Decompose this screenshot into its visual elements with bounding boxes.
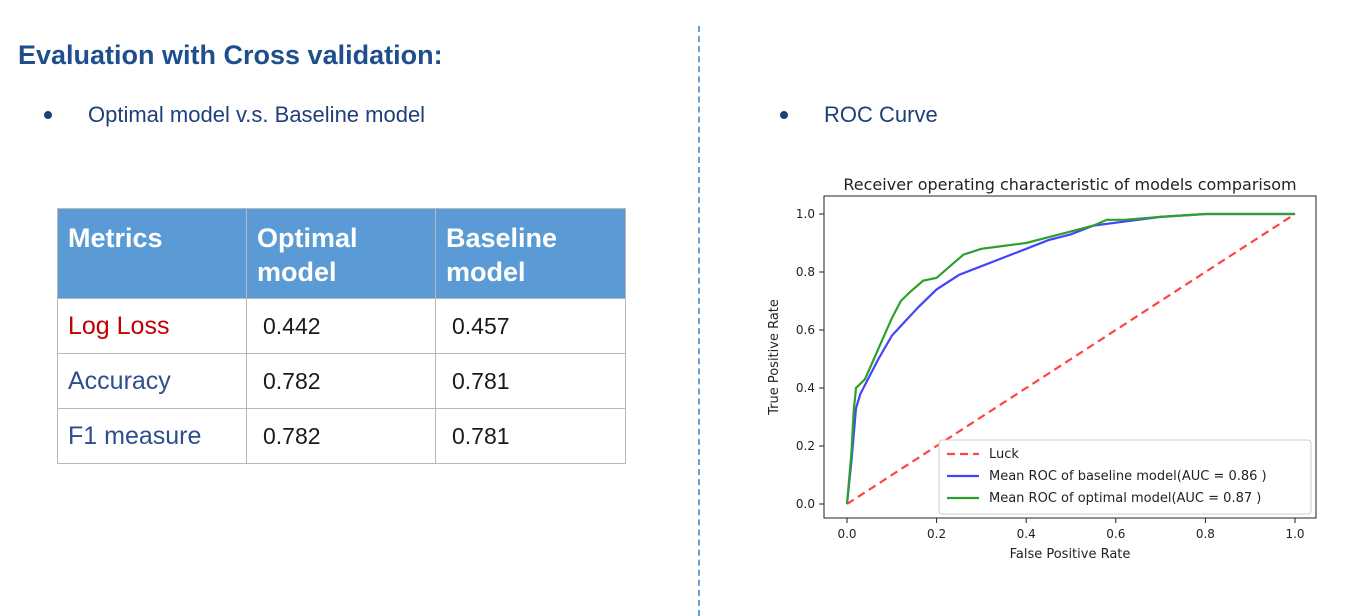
roc-chart: Receiver operating characteristic of mod… — [767, 175, 1317, 562]
section-divider — [698, 26, 700, 616]
x-tick-label: 0.8 — [1196, 527, 1215, 541]
optimal-value: 0.782 — [246, 408, 436, 464]
header-optimal-model: Optimal model — [246, 208, 436, 299]
legend-label-2: Mean ROC of optimal model(AUC = 0.87 ) — [989, 491, 1261, 506]
table-header-row: Metrics Optimal model Baseline model — [57, 208, 626, 299]
bullet-text: ROC Curve — [824, 102, 938, 127]
header-metrics: Metrics — [57, 208, 247, 299]
metric-name: F1 measure — [57, 408, 247, 464]
header-baseline-model: Baseline model — [435, 208, 626, 299]
table-row: Log Loss 0.442 0.457 — [57, 298, 626, 354]
table-row: Accuracy 0.782 0.781 — [57, 353, 626, 409]
metric-name: Accuracy — [57, 353, 247, 409]
chart-title: Receiver operating characteristic of mod… — [843, 175, 1296, 194]
x-tick-label: 0.4 — [1017, 527, 1036, 541]
baseline-value: 0.781 — [435, 408, 626, 464]
y-axis-label: True Positive Rate — [767, 299, 782, 416]
x-tick-label: 0.2 — [927, 527, 946, 541]
bullet-dot-icon — [44, 111, 52, 119]
table-row: F1 measure 0.782 0.781 — [57, 408, 626, 464]
x-tick-label: 1.0 — [1285, 527, 1304, 541]
optimal-value: 0.442 — [246, 298, 436, 354]
bullet-dot-icon — [780, 111, 788, 119]
metrics-table: Metrics Optimal model Baseline model Log… — [57, 208, 626, 464]
x-axis-label: False Positive Rate — [1010, 547, 1131, 562]
baseline-value: 0.457 — [435, 298, 626, 354]
y-tick-label: 0.4 — [796, 381, 815, 395]
series-line-0 — [846, 213, 1296, 505]
bullet-roc-curve: ROC Curve — [780, 102, 938, 128]
x-tick-label: 0.6 — [1106, 527, 1125, 541]
bullet-optimal-vs-baseline: Optimal model v.s. Baseline model — [44, 102, 425, 128]
legend-label-1: Mean ROC of baseline model(AUC = 0.86 ) — [989, 469, 1267, 484]
bullet-text: Optimal model v.s. Baseline model — [88, 102, 426, 127]
y-tick-label: 1.0 — [796, 207, 815, 221]
y-tick-label: 0.6 — [796, 323, 815, 337]
series-line-2 — [845, 212, 1295, 505]
x-tick-label: 0.0 — [837, 527, 856, 541]
y-tick-label: 0.0 — [796, 497, 815, 511]
page-heading: Evaluation with Cross validation: — [18, 40, 443, 70]
baseline-value: 0.781 — [435, 353, 626, 409]
legend-box — [938, 439, 1312, 515]
metric-name: Log Loss — [57, 298, 247, 354]
legend-label-0: Luck — [989, 447, 1019, 462]
plot-frame — [823, 195, 1317, 519]
optimal-value: 0.782 — [246, 353, 436, 409]
y-tick-label: 0.2 — [796, 439, 815, 453]
y-tick-label: 0.8 — [796, 265, 815, 279]
